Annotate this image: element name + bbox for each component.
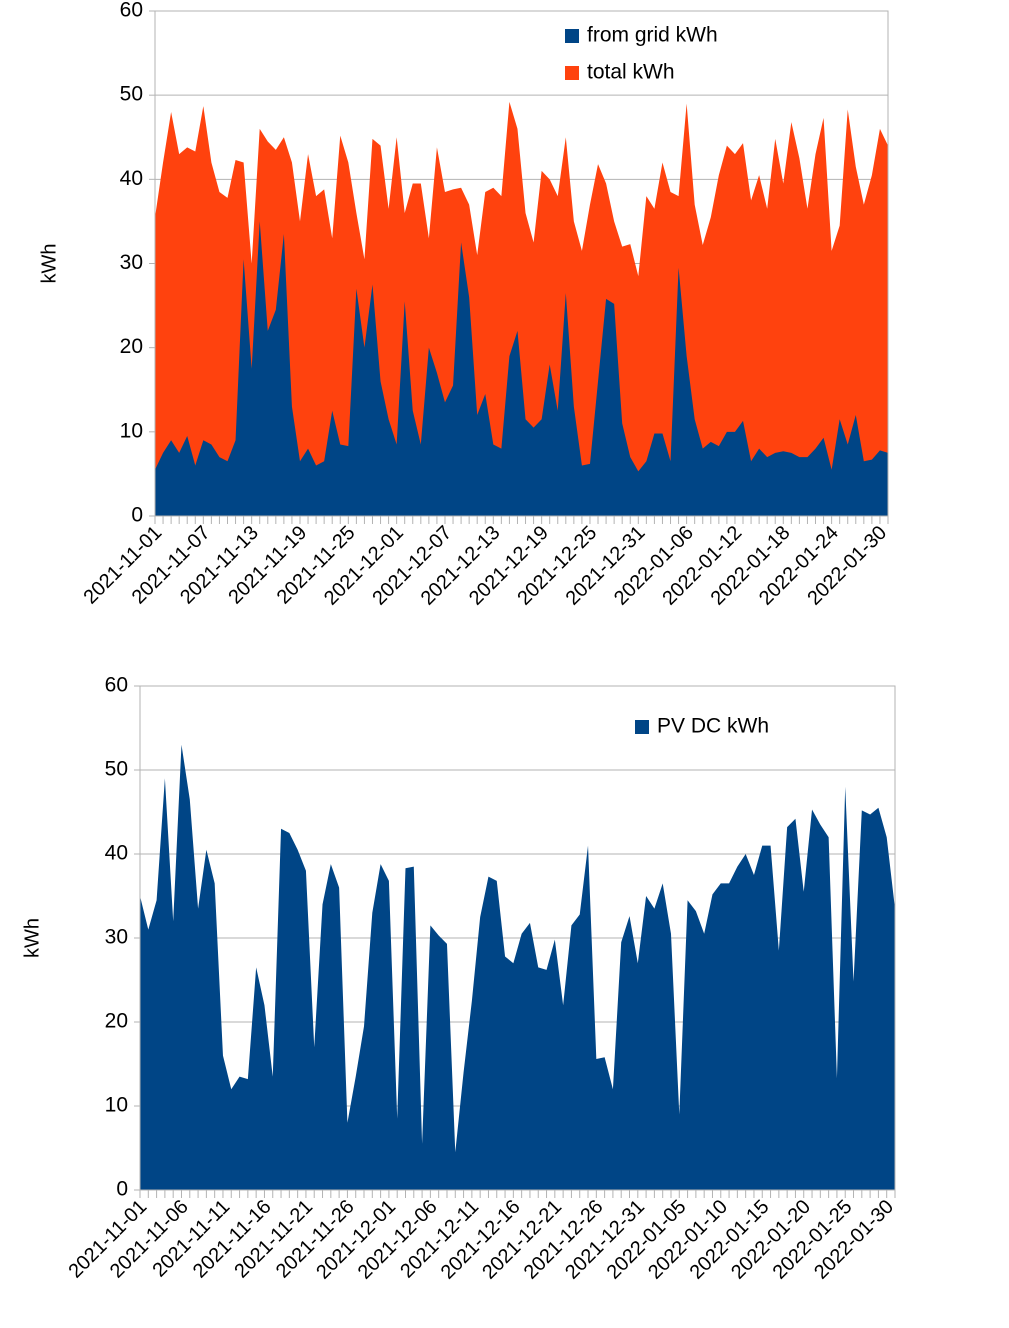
legend-label: PV DC kWh (657, 715, 769, 738)
y-tick-label: 10 (105, 1094, 128, 1117)
y-tick-label: 30 (120, 251, 143, 274)
plot-frame (139, 685, 896, 1191)
y-tick-label: 0 (116, 1178, 128, 1201)
y-axis-label: kWh (21, 918, 43, 958)
y-tick-label: 60 (105, 674, 128, 697)
plot-frame (154, 10, 889, 517)
area (155, 221, 888, 516)
y-tick-label: 20 (120, 335, 143, 358)
legend-swatch (635, 720, 649, 734)
area (140, 744, 895, 1190)
y-tick-label: 50 (120, 83, 143, 106)
legend-label: total kWh (587, 61, 675, 84)
y-tick-label: 10 (120, 419, 143, 442)
y-tick-label: 40 (105, 842, 128, 865)
y-tick-label: 40 (120, 167, 143, 190)
y-tick-label: 0 (131, 504, 143, 527)
y-tick-label: 60 (120, 0, 143, 22)
legend-swatch (565, 29, 579, 43)
y-tick-label: 20 (105, 1010, 128, 1033)
legend-label: from grid kWh (587, 24, 718, 47)
y-tick-label: 30 (105, 926, 128, 949)
area (155, 101, 888, 517)
y-tick-label: 50 (105, 758, 128, 781)
y-axis-label: kWh (38, 244, 60, 284)
legend-swatch (565, 66, 579, 80)
